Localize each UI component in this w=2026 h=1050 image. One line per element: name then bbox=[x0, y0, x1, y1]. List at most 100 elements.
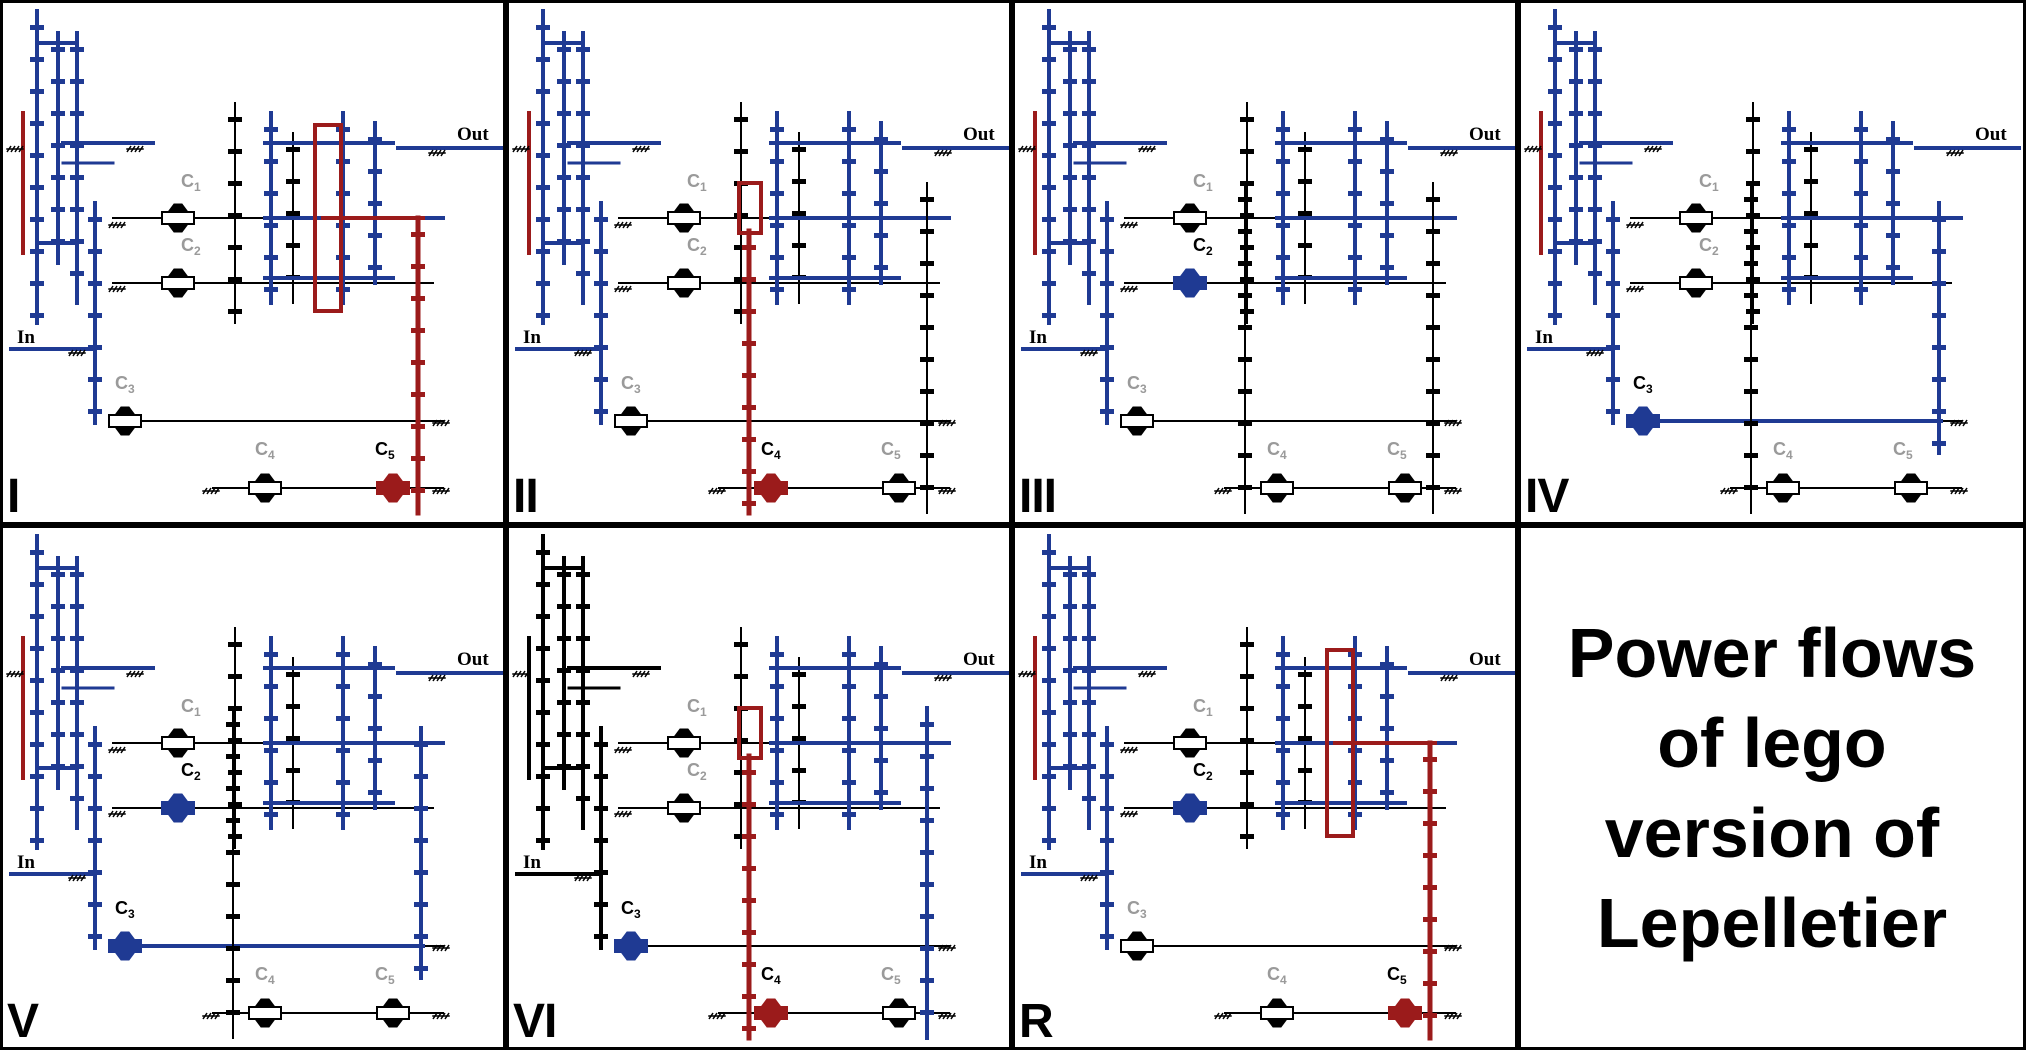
clutch-cap bbox=[382, 473, 404, 483]
gear-tooth bbox=[70, 700, 84, 705]
gear-tooth bbox=[1423, 789, 1437, 794]
gear-label: I bbox=[7, 470, 20, 523]
gear-tooth bbox=[88, 377, 102, 382]
clutch-label: C4 bbox=[1267, 964, 1287, 987]
gear-tooth bbox=[1746, 277, 1760, 282]
gear-tooth bbox=[414, 806, 428, 811]
gear-tooth bbox=[1380, 694, 1394, 699]
gear-tooth bbox=[874, 758, 888, 763]
clutch-cap bbox=[254, 493, 276, 503]
clutch-cap bbox=[167, 288, 189, 298]
gear-tooth bbox=[792, 704, 806, 709]
clutch-cap bbox=[673, 728, 695, 738]
clutch-cap bbox=[1900, 473, 1922, 483]
gear-tooth bbox=[1042, 678, 1056, 683]
clutch-pack bbox=[249, 482, 281, 494]
gear-tooth bbox=[1100, 934, 1114, 939]
clutch-pack bbox=[1895, 482, 1927, 494]
output-label: Out bbox=[457, 649, 489, 670]
gear-tooth bbox=[770, 652, 784, 657]
gear-tooth bbox=[1380, 201, 1394, 206]
gear-tooth bbox=[30, 710, 44, 715]
gear-tooth bbox=[1082, 79, 1096, 84]
gear-tooth bbox=[411, 488, 425, 493]
gear-tooth bbox=[1042, 57, 1056, 62]
output-label: Out bbox=[1975, 124, 2007, 145]
reaction-ring bbox=[737, 181, 763, 235]
gear-tooth bbox=[1276, 255, 1290, 260]
gear-tooth bbox=[742, 277, 756, 282]
gear-tooth bbox=[536, 313, 550, 318]
gear-tooth bbox=[770, 287, 784, 292]
gear-tooth bbox=[1744, 485, 1758, 490]
gear-panel-7: In C1 C2 C3 C4 C5 Out R bbox=[1012, 525, 1518, 1050]
clutch-cap bbox=[1394, 493, 1416, 503]
gear-tooth bbox=[1380, 169, 1394, 174]
gear-tooth bbox=[576, 79, 590, 84]
gear-tooth bbox=[264, 287, 278, 292]
clutch-cap bbox=[1179, 203, 1201, 213]
gear-tooth bbox=[576, 47, 590, 52]
gear-tooth bbox=[70, 668, 84, 673]
gear-tooth bbox=[557, 604, 571, 609]
gear-tooth bbox=[368, 137, 382, 142]
clutch-pack bbox=[162, 212, 194, 224]
clutch-cap bbox=[1126, 931, 1148, 941]
gear-tooth bbox=[1886, 265, 1900, 270]
gear-tooth bbox=[920, 882, 934, 887]
gear-tooth bbox=[770, 716, 784, 721]
gear-tooth bbox=[1298, 211, 1312, 216]
gear-tooth bbox=[1886, 137, 1900, 142]
gear-tooth bbox=[1240, 706, 1254, 711]
gear-tooth bbox=[594, 377, 608, 382]
gear-tooth bbox=[920, 946, 934, 951]
gear-tooth bbox=[557, 572, 571, 577]
gear-tooth bbox=[536, 281, 550, 286]
gearbox-schematic: In C1 C2 C3 C4 C5 Out bbox=[1524, 9, 2021, 514]
gear-tooth bbox=[1423, 821, 1437, 826]
gear-tooth bbox=[576, 636, 590, 641]
gear-tooth bbox=[792, 179, 806, 184]
gear-label: V bbox=[7, 995, 39, 1048]
gear-tooth bbox=[576, 271, 590, 276]
gear-tooth bbox=[88, 249, 102, 254]
gear-tooth bbox=[742, 437, 756, 442]
gear-tooth bbox=[1276, 748, 1290, 753]
clutch-label: C4 bbox=[1773, 439, 1793, 462]
clutch-label: C1 bbox=[687, 696, 707, 719]
gear-tooth bbox=[576, 732, 590, 737]
gear-tooth bbox=[1606, 249, 1620, 254]
gear-tooth bbox=[1548, 313, 1562, 318]
gear-tooth bbox=[1238, 293, 1252, 298]
gear-tooth bbox=[336, 812, 350, 817]
gear-tooth bbox=[30, 217, 44, 222]
gear-tooth bbox=[920, 485, 934, 490]
gear-tooth bbox=[1100, 313, 1114, 318]
clutch-cap bbox=[1900, 493, 1922, 503]
input-label: In bbox=[1535, 327, 1553, 348]
gear-tooth bbox=[536, 89, 550, 94]
gear-tooth bbox=[1100, 902, 1114, 907]
gear-tooth bbox=[1854, 127, 1868, 132]
gear-tooth bbox=[1063, 732, 1077, 737]
gear-tooth bbox=[734, 642, 748, 647]
gear-tooth bbox=[1588, 143, 1602, 148]
gear-tooth bbox=[1100, 249, 1114, 254]
gear-tooth bbox=[770, 159, 784, 164]
gear-tooth bbox=[1082, 207, 1096, 212]
title-line: version of bbox=[1604, 793, 1940, 872]
gear-tooth bbox=[1042, 742, 1056, 747]
clutch-cap bbox=[673, 268, 695, 278]
gear-tooth bbox=[1744, 389, 1758, 394]
gear-tooth bbox=[30, 281, 44, 286]
gear-tooth bbox=[1423, 885, 1437, 890]
gear-tooth bbox=[1746, 213, 1760, 218]
gear-tooth bbox=[842, 780, 856, 785]
clutch-pack bbox=[615, 415, 647, 427]
gear-tooth bbox=[1426, 293, 1440, 298]
gear-tooth bbox=[1240, 213, 1254, 218]
gear-tooth bbox=[1426, 229, 1440, 234]
gear-tooth bbox=[70, 111, 84, 116]
gear-tooth bbox=[368, 233, 382, 238]
gear-tooth bbox=[920, 1010, 934, 1015]
